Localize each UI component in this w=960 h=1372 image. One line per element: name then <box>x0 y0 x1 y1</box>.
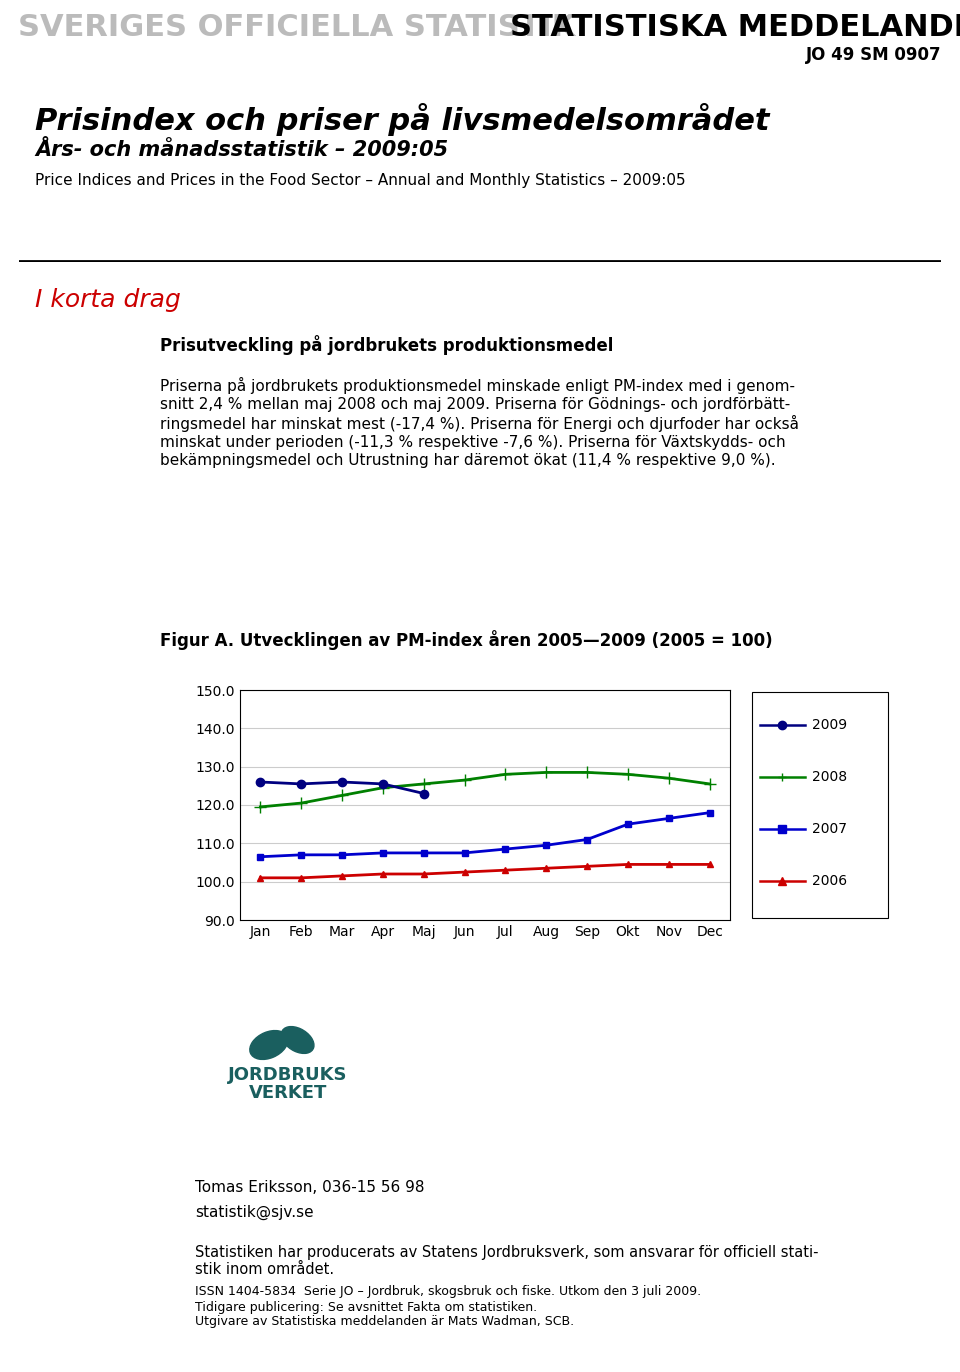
Text: minskat under perioden (-11,3 % respektive -7,6 %). Priserna för Växtskydds- och: minskat under perioden (-11,3 % respekti… <box>160 435 785 450</box>
Text: Prisindex och priser på livsmedelsområdet: Prisindex och priser på livsmedelsområde… <box>35 103 770 136</box>
Text: Price Indices and Prices in the Food Sector – Annual and Monthly Statistics – 20: Price Indices and Prices in the Food Sec… <box>35 173 685 188</box>
Text: stik inom området.: stik inom området. <box>195 1262 334 1277</box>
Text: JO 49 SM 0907: JO 49 SM 0907 <box>806 47 942 64</box>
Text: Priserna på jordbrukets produktionsmedel minskade enligt PM-index med i genom-: Priserna på jordbrukets produktionsmedel… <box>160 376 795 394</box>
Text: VERKET: VERKET <box>249 1084 327 1102</box>
FancyBboxPatch shape <box>752 691 888 918</box>
Text: Års- och månadsstatistik – 2009:05: Års- och månadsstatistik – 2009:05 <box>35 140 448 161</box>
Text: 2008: 2008 <box>812 770 847 783</box>
Text: Figur A. Utvecklingen av PM-index åren 2005—2009 (2005 = 100): Figur A. Utvecklingen av PM-index åren 2… <box>160 630 773 650</box>
Text: Tomas Eriksson, 036-15 56 98: Tomas Eriksson, 036-15 56 98 <box>195 1180 424 1195</box>
Text: Tidigare publicering: Se avsnittet Fakta om statistiken.: Tidigare publicering: Se avsnittet Fakta… <box>195 1301 538 1313</box>
Text: JORDBRUKS: JORDBRUKS <box>228 1066 348 1084</box>
Text: SVERIGES OFFICIELLA STATISTIK: SVERIGES OFFICIELLA STATISTIK <box>18 12 575 41</box>
Text: snitt 2,4 % mellan maj 2008 och maj 2009. Priserna för Gödnings- och jordförbätt: snitt 2,4 % mellan maj 2008 och maj 2009… <box>160 397 790 412</box>
Text: I korta drag: I korta drag <box>35 288 180 311</box>
Text: 2006: 2006 <box>812 874 847 888</box>
Text: bekämpningsmedel och Utrustning har däremot ökat (11,4 % respektive 9,0 %).: bekämpningsmedel och Utrustning har däre… <box>160 454 776 468</box>
Text: Statistiken har producerats av Statens Jordbruksverk, som ansvarar för officiell: Statistiken har producerats av Statens J… <box>195 1244 819 1259</box>
Text: Prisutveckling på jordbrukets produktionsmedel: Prisutveckling på jordbrukets produktion… <box>160 335 613 355</box>
Text: STATISTISKA MEDDELANDEN: STATISTISKA MEDDELANDEN <box>510 12 960 41</box>
Text: Utgivare av Statistiska meddelanden är Mats Wadman, SCB.: Utgivare av Statistiska meddelanden är M… <box>195 1316 574 1328</box>
Text: 2009: 2009 <box>812 718 847 733</box>
Text: ringsmedel har minskat mest (-17,4 %). Priserna för Energi och djurfoder har ock: ringsmedel har minskat mest (-17,4 %). P… <box>160 414 799 432</box>
Ellipse shape <box>281 1026 314 1054</box>
Ellipse shape <box>250 1030 288 1059</box>
Text: 2007: 2007 <box>812 822 847 836</box>
Text: statistik@sjv.se: statistik@sjv.se <box>195 1205 314 1220</box>
Text: ISSN 1404-5834  Serie JO – Jordbruk, skogsbruk och fiske. Utkom den 3 juli 2009.: ISSN 1404-5834 Serie JO – Jordbruk, skog… <box>195 1286 701 1298</box>
